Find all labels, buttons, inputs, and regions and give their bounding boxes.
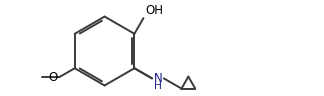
Text: O: O bbox=[49, 71, 58, 84]
Text: H: H bbox=[154, 81, 162, 91]
Text: OH: OH bbox=[145, 4, 163, 17]
Text: N: N bbox=[154, 72, 162, 85]
